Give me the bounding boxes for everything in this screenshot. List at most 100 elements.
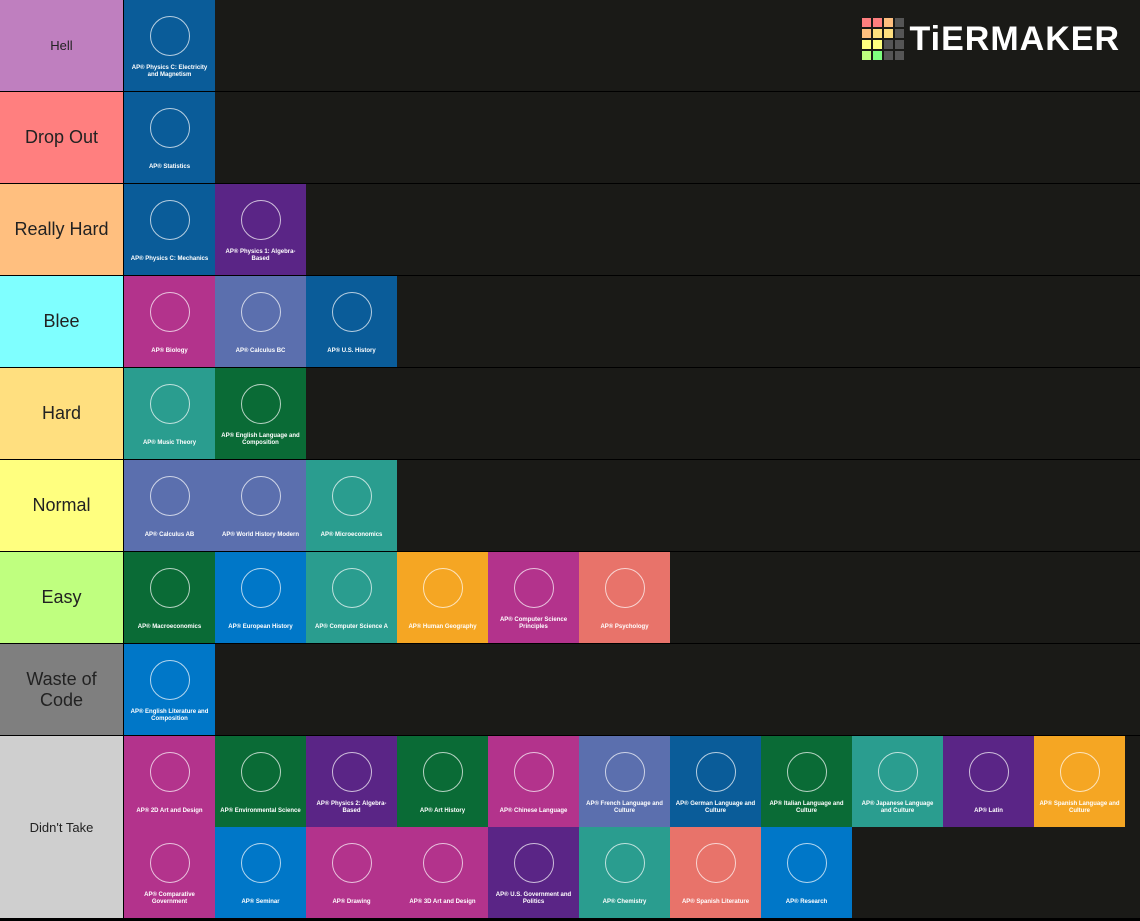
- tier-item[interactable]: AP® European History: [215, 552, 306, 643]
- item-icon: [332, 292, 372, 332]
- item-icon: [241, 752, 281, 792]
- tier-item[interactable]: AP® Calculus AB: [124, 460, 215, 551]
- item-icon: [332, 476, 372, 516]
- tier-item[interactable]: AP® Seminar: [215, 827, 306, 918]
- item-icon: [605, 752, 645, 792]
- tier-item[interactable]: AP® German Language and Culture: [670, 736, 761, 827]
- tier-item[interactable]: AP® Research: [761, 827, 852, 918]
- tier-item[interactable]: AP® Comparative Government: [124, 827, 215, 918]
- item-label: AP® Drawing: [332, 899, 371, 905]
- tier-item[interactable]: AP® Music Theory: [124, 368, 215, 459]
- item-icon: [150, 660, 190, 700]
- tier-item[interactable]: AP® Human Geography: [397, 552, 488, 643]
- tier-item[interactable]: AP® Japanese Language and Culture: [852, 736, 943, 827]
- item-icon: [241, 200, 281, 240]
- tier-item[interactable]: AP® Macroeconomics: [124, 552, 215, 643]
- item-label: AP® U.S. Government and Politics: [495, 892, 572, 905]
- tier-item[interactable]: AP® Psychology: [579, 552, 670, 643]
- tier-items: AP® Macroeconomics AP® European History AP…: [124, 552, 1139, 643]
- tier-row: Waste of Code AP® English Literature and …: [0, 644, 1140, 736]
- item-label: AP® Physics 2: Algebra-Based: [316, 801, 387, 814]
- tier-row: Hell AP® Physics C: Electricity and Magne…: [0, 0, 1140, 92]
- tier-item[interactable]: AP® Biology: [124, 276, 215, 367]
- tier-items: AP® Music Theory AP® English Language and…: [124, 368, 1139, 459]
- tier-item[interactable]: AP® Chinese Language: [488, 736, 579, 827]
- item-icon: [150, 108, 190, 148]
- item-icon: [150, 292, 190, 332]
- item-label: AP® Chinese Language: [499, 808, 568, 814]
- item-icon: [514, 752, 554, 792]
- item-label: AP® Research: [785, 899, 828, 905]
- tier-item[interactable]: AP® Physics C: Electricity and Magnetism: [124, 0, 215, 91]
- tier-row: Easy AP® Macroeconomics AP® European Histo…: [0, 552, 1140, 644]
- item-label: AP® Macroeconomics: [137, 624, 202, 630]
- item-label: AP® Chemistry: [602, 899, 647, 905]
- tier-item[interactable]: AP® Environmental Science: [215, 736, 306, 827]
- tier-item[interactable]: AP® 2D Art and Design: [124, 736, 215, 827]
- item-label: AP® Human Geography: [408, 624, 477, 630]
- item-icon: [423, 568, 463, 608]
- tier-label: Really Hard: [0, 184, 124, 275]
- logo-icon: [861, 18, 904, 60]
- tier-items: AP® English Literature and Composition: [124, 644, 1139, 735]
- tier-item[interactable]: AP® French Language and Culture: [579, 736, 670, 827]
- tier-item[interactable]: AP® Art History: [397, 736, 488, 827]
- tier-item[interactable]: AP® 3D Art and Design: [397, 827, 488, 918]
- tier-item[interactable]: AP® Calculus BC: [215, 276, 306, 367]
- item-label: AP® World History Modern: [222, 532, 299, 538]
- tier-label: Hell: [0, 0, 124, 91]
- item-icon: [969, 752, 1009, 792]
- item-icon: [423, 752, 463, 792]
- tier-item[interactable]: AP® Physics C: Mechanics: [124, 184, 215, 275]
- tier-items: AP® 2D Art and Design AP® Environmental S…: [124, 736, 1139, 918]
- tier-item[interactable]: AP® Spanish Literature: [670, 827, 761, 918]
- item-label: AP® Psychology: [600, 624, 649, 630]
- item-icon: [332, 568, 372, 608]
- tier-item[interactable]: AP® Chemistry: [579, 827, 670, 918]
- tier-item[interactable]: AP® Drawing: [306, 827, 397, 918]
- item-icon: [696, 843, 736, 883]
- tier-item[interactable]: AP® Microeconomics: [306, 460, 397, 551]
- item-icon: [241, 384, 281, 424]
- tier-item[interactable]: AP® English Language and Composition: [215, 368, 306, 459]
- logo-text: TiERMAKER: [909, 19, 1120, 58]
- tier-item[interactable]: AP® World History Modern: [215, 460, 306, 551]
- item-label: AP® Italian Language and Culture: [769, 801, 844, 814]
- item-icon: [150, 16, 190, 56]
- item-label: AP® German Language and Culture: [675, 801, 756, 814]
- tier-item[interactable]: AP® U.S. Government and Politics: [488, 827, 579, 918]
- tier-row: Blee AP® Biology AP® Calculus BC AP® U.S. H…: [0, 276, 1140, 368]
- tier-item[interactable]: AP® Italian Language and Culture: [761, 736, 852, 827]
- item-label: AP® Japanese Language and Culture: [861, 801, 934, 814]
- tier-item[interactable]: AP® U.S. History: [306, 276, 397, 367]
- tier-label: Blee: [0, 276, 124, 367]
- item-icon: [514, 568, 554, 608]
- tier-label: Didn't Take: [0, 736, 124, 918]
- item-icon: [787, 843, 827, 883]
- item-label: AP® 3D Art and Design: [409, 899, 476, 905]
- tier-item[interactable]: AP® English Literature and Composition: [124, 644, 215, 735]
- item-icon: [241, 568, 281, 608]
- tier-item[interactable]: AP® Spanish Language and Culture: [1034, 736, 1125, 827]
- tier-row: Hard AP® Music Theory AP® English Language…: [0, 368, 1140, 460]
- item-icon: [150, 200, 190, 240]
- item-label: AP® Calculus BC: [235, 348, 286, 354]
- tier-item[interactable]: AP® Computer Science Principles: [488, 552, 579, 643]
- tier-items: AP® Statistics: [124, 92, 1139, 183]
- item-icon: [241, 292, 281, 332]
- tier-row: Drop Out AP® Statistics: [0, 92, 1140, 184]
- item-icon: [514, 843, 554, 883]
- tier-item[interactable]: AP® Statistics: [124, 92, 215, 183]
- tier-item[interactable]: AP® Latin: [943, 736, 1034, 827]
- item-label: AP® Microeconomics: [320, 532, 383, 538]
- item-icon: [332, 843, 372, 883]
- tier-item[interactable]: AP® Computer Science A: [306, 552, 397, 643]
- tier-item[interactable]: AP® Physics 2: Algebra-Based: [306, 736, 397, 827]
- item-label: AP® Spanish Literature: [681, 899, 750, 905]
- item-label: AP® Physics C: Electricity and Magnetism: [131, 65, 208, 78]
- item-label: AP® Computer Science Principles: [499, 617, 568, 630]
- item-icon: [150, 752, 190, 792]
- item-icon: [423, 843, 463, 883]
- item-label: AP® English Literature and Composition: [130, 709, 209, 722]
- tier-item[interactable]: AP® Physics 1: Algebra-Based: [215, 184, 306, 275]
